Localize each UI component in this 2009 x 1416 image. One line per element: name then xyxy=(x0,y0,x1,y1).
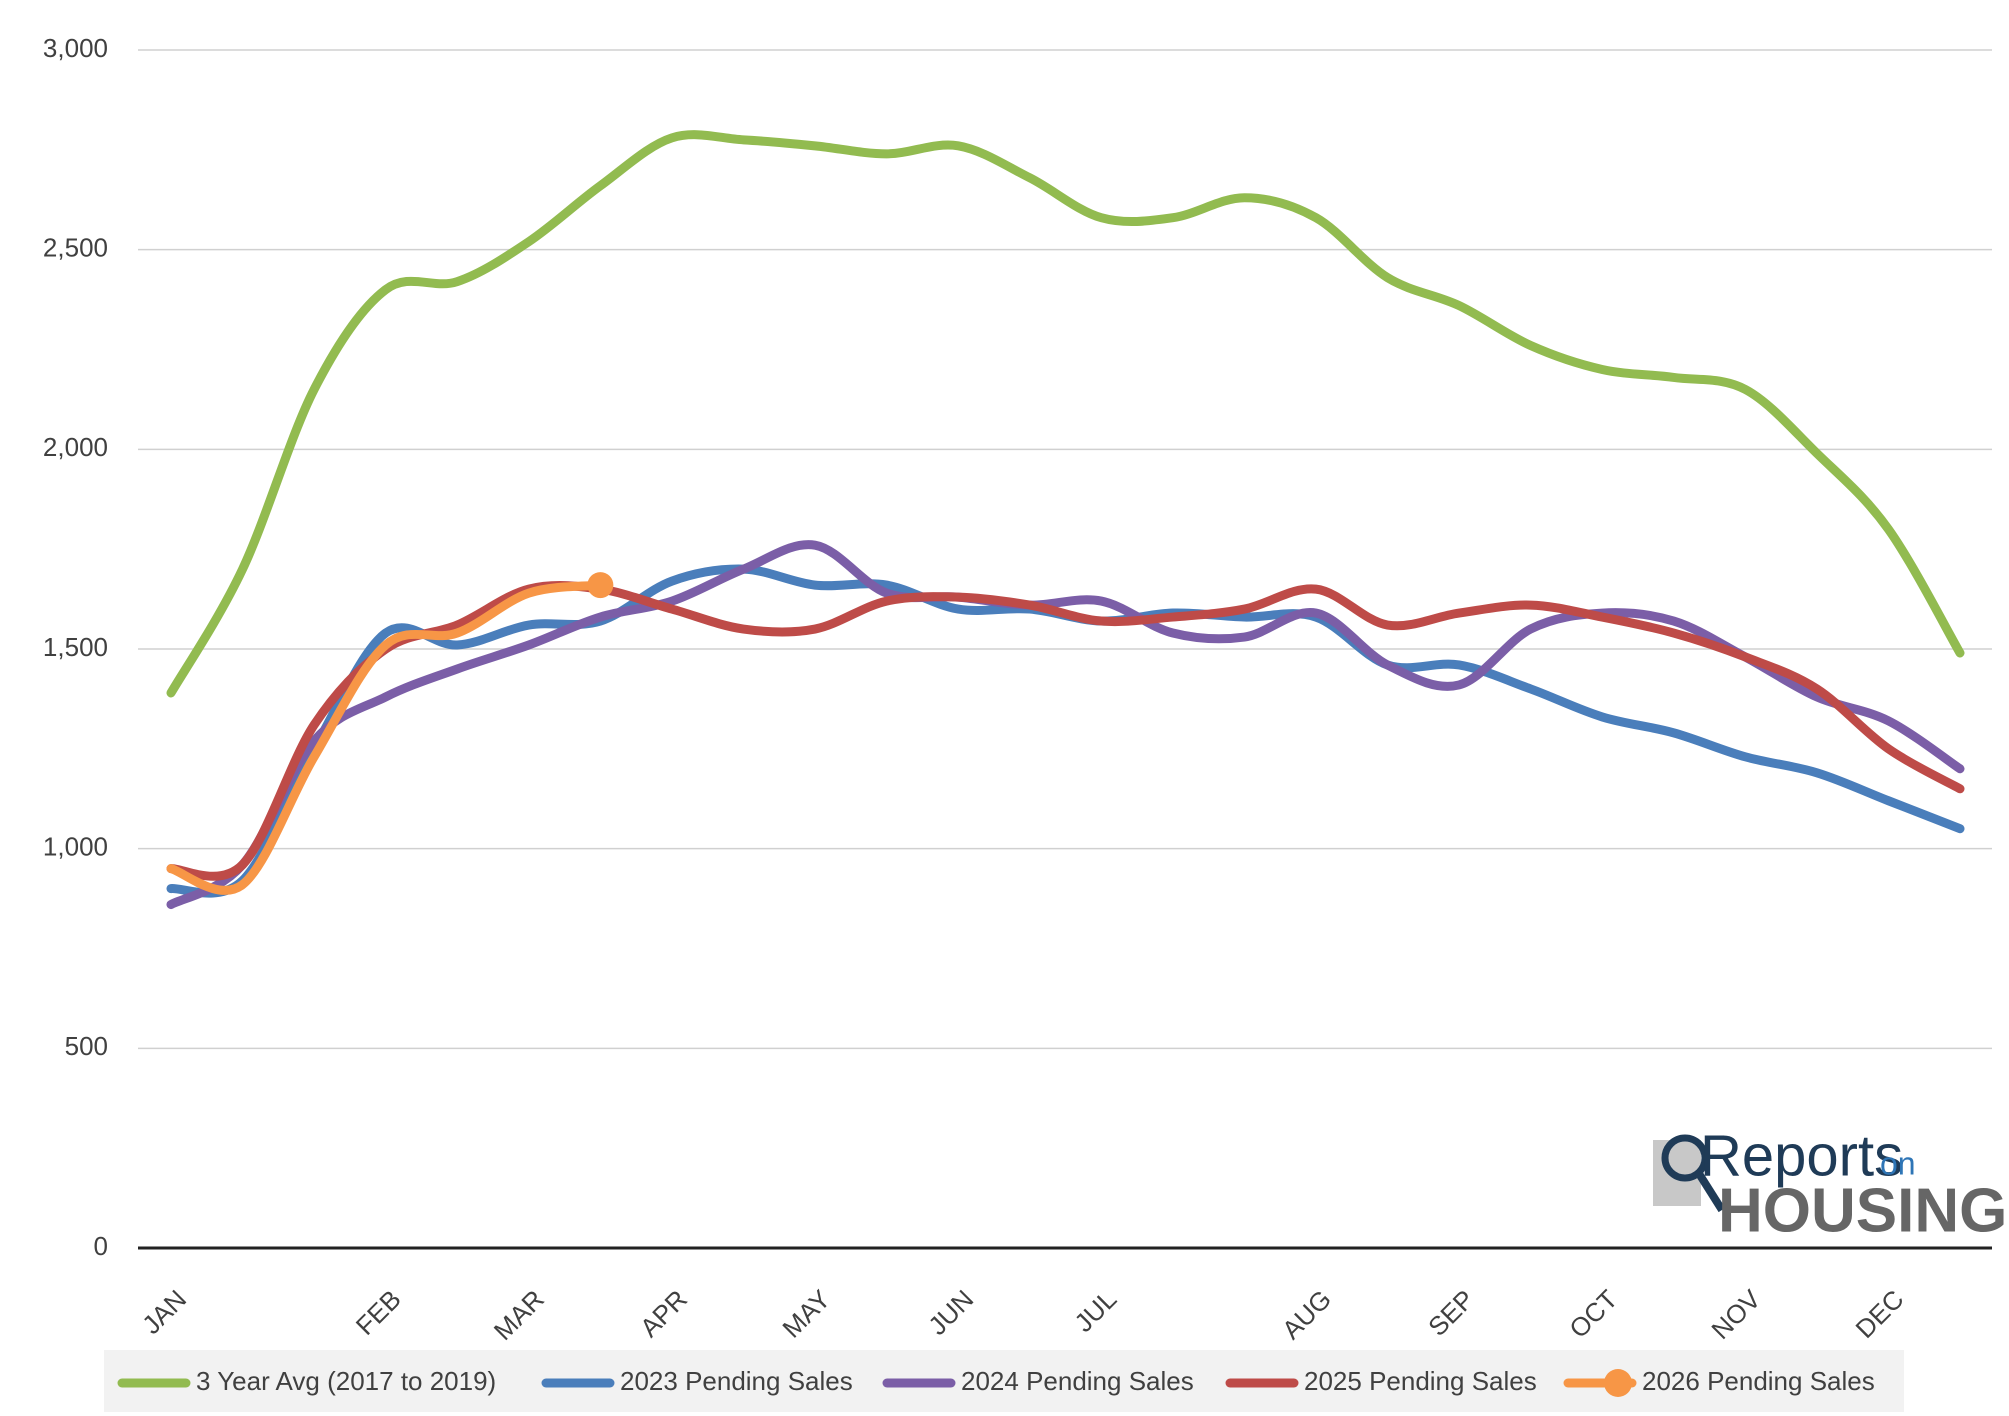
series-line xyxy=(166,540,1965,910)
y-tick-label: 1,500 xyxy=(43,632,108,662)
series-line xyxy=(166,130,1965,698)
legend-label: 2026 Pending Sales xyxy=(1642,1366,1875,1396)
legend-label: 3 Year Avg (2017 to 2019) xyxy=(196,1366,496,1396)
y-tick-label: 3,000 xyxy=(43,33,108,63)
logo-word: on xyxy=(1880,1145,1916,1181)
y-tick-label: 2,500 xyxy=(43,233,108,263)
y-tick-label: 0 xyxy=(94,1231,108,1261)
series-line xyxy=(166,580,605,895)
logo-handle xyxy=(1694,1169,1726,1213)
legend-label: 2023 Pending Sales xyxy=(620,1366,853,1396)
logo-magnifier xyxy=(1661,1134,1709,1182)
y-tick-label: 2,000 xyxy=(43,432,108,462)
logo: Reports on HOUSING xyxy=(1653,1123,2007,1245)
legend-label: 2025 Pending Sales xyxy=(1304,1366,1537,1396)
series-line xyxy=(166,581,1965,881)
logo-word: Reports xyxy=(1700,1123,1903,1188)
logo-word: HOUSING xyxy=(1718,1176,2007,1245)
y-tick-label: 500 xyxy=(65,1031,108,1061)
y-tick-label: 1,000 xyxy=(43,832,108,862)
legend-marker xyxy=(1604,1369,1632,1397)
legend-label: 2024 Pending Sales xyxy=(961,1366,1194,1396)
end-marker xyxy=(587,572,614,599)
